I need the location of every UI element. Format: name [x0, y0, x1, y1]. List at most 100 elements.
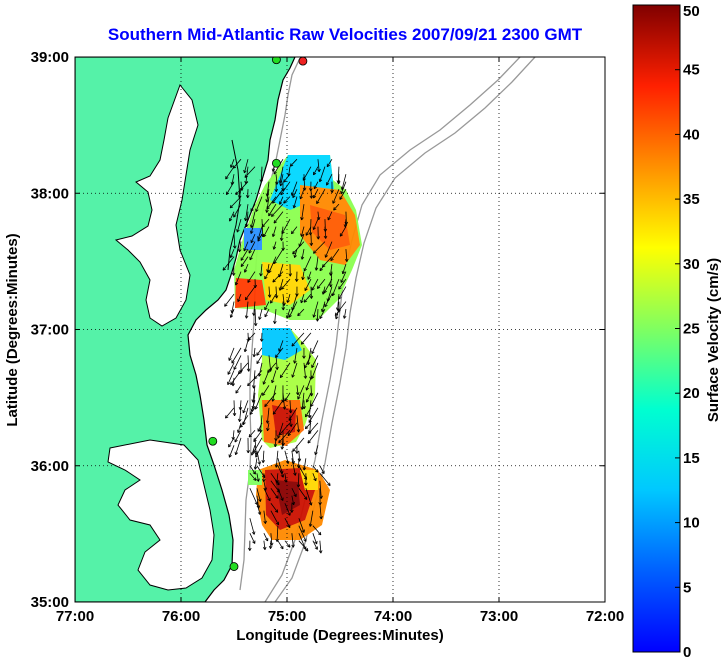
velocity-arrow	[311, 362, 319, 379]
velocity-arrow	[307, 271, 312, 280]
velocity-arrow-head	[234, 412, 237, 416]
y-tick-label: 37:00	[31, 322, 69, 339]
velocity-arrow-head	[303, 268, 307, 272]
velocity-arrow-head	[278, 439, 280, 443]
velocity-arrow-head	[248, 251, 252, 254]
velocity-arrow-head	[291, 307, 295, 311]
velocity-arrow-head	[330, 258, 334, 262]
velocity-arrow-head	[245, 181, 248, 185]
velocity-arrow	[266, 181, 270, 197]
velocity-arrow	[268, 286, 271, 298]
velocity-arrow-head	[303, 477, 307, 480]
velocity-arrow-head	[323, 235, 327, 239]
velocity-arrow	[268, 355, 272, 372]
velocity-arrow	[332, 189, 340, 204]
velocity-arrow	[264, 308, 270, 318]
velocity-arrow-head	[272, 279, 274, 283]
velocity-arrow	[276, 525, 279, 542]
velocity-arrow	[307, 430, 319, 444]
y-tick-label: 36:00	[31, 458, 69, 475]
velocity-arrow-head	[301, 276, 304, 280]
velocity-arrow-head	[320, 550, 323, 554]
velocity-arrow	[294, 249, 298, 258]
velocity-arrow	[275, 450, 279, 468]
velocity-arrow	[278, 422, 291, 436]
velocity-arrow-head	[261, 459, 264, 464]
velocity-arrow-head	[254, 502, 258, 505]
velocity-arrow-head	[235, 282, 239, 286]
velocity-arrow	[304, 355, 312, 369]
velocity-arrow-head	[317, 236, 321, 240]
velocity-arrow-head	[251, 385, 254, 389]
velocity-arrow	[300, 293, 305, 304]
velocity-arrow	[263, 510, 266, 524]
velocity-arrow-head	[275, 464, 279, 468]
velocity-arrow-head	[262, 475, 266, 479]
velocity-arrow-head	[255, 477, 257, 481]
velocity-arrow-head	[296, 278, 299, 282]
velocity-arrow	[253, 370, 256, 389]
velocity-arrow	[231, 347, 242, 364]
velocity-arrow-head	[311, 393, 314, 397]
velocity-arrow	[298, 525, 307, 542]
velocity-arrow	[249, 488, 258, 505]
velocity-arrow	[277, 458, 283, 474]
velocity-arrow-head	[314, 186, 317, 190]
velocity-arrow	[250, 211, 256, 228]
velocity-arrow	[337, 166, 340, 184]
velocity-arrow	[316, 188, 326, 204]
velocity-arrow-head	[273, 221, 277, 224]
velocity-arrow-head	[305, 375, 308, 379]
velocity-arrow-head	[291, 343, 294, 347]
velocity-arrow	[284, 503, 291, 516]
velocity-arrow-head	[274, 444, 278, 448]
velocity-arrow	[261, 218, 270, 228]
velocity-arrow-head	[297, 458, 300, 462]
velocity-arrow-head	[272, 201, 276, 204]
velocity-arrow	[228, 347, 235, 361]
velocity-arrow-head	[310, 188, 313, 192]
velocity-arrow-head	[303, 547, 306, 550]
velocity-arrow-head	[310, 232, 313, 236]
velocity-arrow	[298, 533, 307, 550]
velocity-arrow-head	[293, 360, 295, 364]
velocity-arrow	[250, 219, 256, 234]
velocity-arrow-head	[304, 187, 307, 191]
velocity-arrow-head	[230, 309, 233, 313]
velocity-arrow-head	[297, 314, 301, 317]
velocity-arrow-head	[326, 164, 330, 168]
velocity-arrow-head	[243, 169, 245, 174]
velocity-arrow-head	[247, 450, 250, 454]
velocity-arrow-head	[346, 221, 349, 225]
velocity-arrow-head	[262, 547, 266, 550]
velocity-arrow-head	[318, 550, 322, 554]
velocity-arrow-head	[250, 231, 254, 234]
velocity-arrow-head	[305, 549, 309, 552]
velocity-arrow	[289, 158, 298, 167]
velocity-arrow	[271, 370, 277, 384]
velocity-arrow-head	[258, 316, 260, 320]
velocity-arrow	[339, 188, 347, 200]
velocity-arrow-head	[299, 458, 302, 462]
velocity-arrow-head	[316, 236, 319, 240]
velocity-arrow-head	[303, 406, 306, 410]
velocity-arrow	[267, 264, 270, 273]
velocity-arrow-head	[261, 223, 264, 227]
velocity-arrow-head	[327, 217, 331, 221]
velocity-arrow-head	[261, 338, 264, 342]
velocity-arrow-head	[262, 225, 266, 228]
velocity-arrow-head	[266, 199, 269, 203]
colorbar-tick-label: 50	[683, 3, 700, 20]
velocity-arrow-head	[288, 173, 291, 177]
velocity-arrow-head	[288, 410, 292, 414]
velocity-arrow-head	[283, 180, 287, 183]
velocity-arrow-head	[344, 258, 348, 262]
velocity-arrow-head	[229, 219, 233, 222]
velocity-arrow-head	[260, 429, 263, 433]
velocity-arrow-head	[302, 277, 305, 280]
velocity-arrow	[330, 248, 340, 261]
velocity-arrow	[310, 385, 312, 397]
velocity-arrow-head	[287, 513, 291, 516]
velocity-arrow	[322, 256, 333, 268]
velocity-arrow-head	[244, 176, 248, 178]
